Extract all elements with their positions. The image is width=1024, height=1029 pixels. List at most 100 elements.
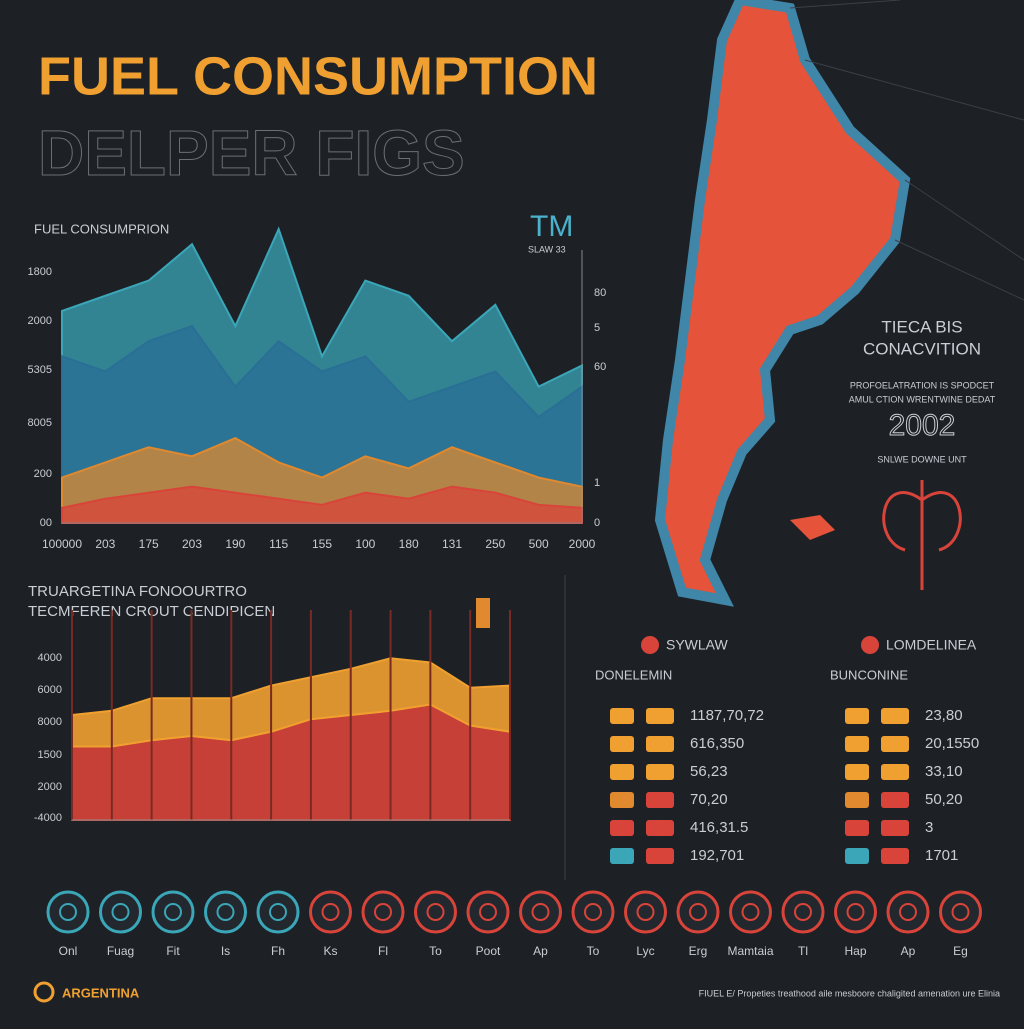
table-subtitle: BUNCONINE: [830, 667, 908, 682]
x-tick-label: 131: [442, 537, 462, 551]
icon: [834, 890, 877, 934]
icon-label: To: [429, 944, 442, 958]
map-year: 2002: [889, 409, 956, 442]
y-axis-label: 8000: [38, 716, 62, 728]
table-title: LOMDELINEA: [886, 637, 977, 653]
icon-label: Fl: [378, 944, 388, 958]
icon-inner: [374, 903, 392, 921]
table-subtitle: DONELEMIN: [595, 667, 672, 682]
table-value: 616,350: [690, 735, 744, 752]
row-icon: [610, 848, 634, 864]
row-icon: [881, 848, 909, 864]
x-tick-label: 203: [95, 537, 115, 551]
table-value: 1187,70,72: [690, 707, 764, 724]
icon-label: Tl: [798, 944, 808, 958]
table-value: 416,31.5: [690, 819, 748, 836]
icon-label: Mamtaia: [727, 944, 773, 958]
row-icon: [610, 820, 634, 836]
row-icon: [646, 764, 674, 780]
y2-axis-label: 60: [594, 361, 606, 373]
x-tick-label: 250: [485, 537, 505, 551]
icon: [939, 890, 982, 934]
table-value: 20,1550: [925, 735, 979, 752]
x-tick-label: 100: [355, 537, 375, 551]
icon: [414, 890, 457, 934]
y-axis-label: 1500: [38, 749, 62, 761]
icon: [46, 890, 90, 934]
map-title: CONACVITION: [863, 339, 981, 358]
icon: [151, 890, 195, 934]
table-value: 192,701: [690, 847, 744, 864]
icon: [886, 890, 930, 934]
icon-inner: [846, 903, 865, 921]
icon-inner: [636, 903, 655, 921]
icon: [729, 890, 772, 934]
row-icon: [646, 736, 674, 752]
y-axis-label: 200: [34, 468, 52, 480]
icon-inner: [269, 903, 287, 921]
table-value: 23,80: [925, 707, 963, 724]
row-icon: [646, 848, 674, 864]
x-tick-label: 115: [269, 537, 288, 551]
icon-label: Hap: [844, 944, 866, 958]
y-axis-label: 6000: [38, 684, 62, 696]
map-title: TIECA BIS: [881, 317, 962, 336]
icon-label: Onl: [59, 944, 78, 958]
chart-title: TRUARGETINA FONOOURTRO: [28, 583, 247, 600]
table-icon: [641, 636, 659, 654]
table-value: 56,23: [690, 763, 728, 780]
icon: [676, 890, 720, 934]
icon-label: Ap: [533, 944, 548, 958]
footnote: FIUEL E/ Propeties treathood aile mesboo…: [699, 988, 1000, 998]
row-icon: [610, 764, 634, 780]
icon-label: Ap: [901, 944, 916, 958]
icon-inner: [111, 903, 130, 921]
x-tick-label: 100000: [42, 537, 82, 551]
row-icon: [881, 708, 909, 724]
map: [654, 0, 911, 607]
y-axis-label: 00: [40, 517, 52, 529]
icon: [309, 890, 352, 934]
icon-label: Eg: [953, 944, 968, 958]
icon-label: Ks: [323, 944, 337, 958]
icon-label: Fit: [166, 944, 180, 958]
icon-inner: [59, 903, 77, 921]
x-tick-label: 180: [399, 537, 419, 551]
map-island: [790, 515, 835, 540]
icon-label: Fh: [271, 944, 285, 958]
icon-label: Erg: [689, 944, 708, 958]
icon-inner: [216, 903, 235, 921]
y-axis-label: 1800: [28, 266, 52, 278]
table-value: 33,10: [925, 763, 963, 780]
icon: [519, 890, 562, 934]
y-axis-label: -4000: [34, 812, 62, 824]
table-title: SYWLAW: [666, 637, 728, 653]
map-text: AMUL CTION WRENTWINE DEDAT: [849, 394, 996, 404]
icon-inner: [426, 903, 445, 921]
row-icon: [845, 792, 869, 808]
table-value: 50,20: [925, 791, 963, 808]
icon-label: Lyc: [636, 944, 654, 958]
x-tick-label: 203: [182, 537, 202, 551]
icon: [781, 890, 825, 934]
icon-label: Is: [221, 944, 230, 958]
title: FUEL CONSUMPTION: [38, 46, 598, 106]
icon-label: Poot: [476, 944, 501, 958]
icon-label: To: [587, 944, 600, 958]
icon-inner: [741, 903, 760, 921]
row-icon: [881, 820, 909, 836]
y-axis-label: 2000: [38, 781, 62, 793]
badge-sub: SLAW 33: [528, 244, 566, 254]
y2-axis-label: 1: [594, 477, 600, 489]
map-text: SNLWE DOWNE UNT: [877, 454, 967, 464]
icon-inner: [479, 903, 497, 921]
row-icon: [610, 736, 634, 752]
icon-inner: [899, 903, 917, 921]
icon-inner: [951, 903, 970, 921]
row-icon: [610, 708, 634, 724]
map-borders: [789, 0, 1024, 301]
icon-inner: [689, 903, 707, 921]
y2-axis-label: 5: [594, 322, 600, 334]
x-tick-label: 190: [225, 537, 245, 551]
map-symbol: [882, 480, 962, 590]
